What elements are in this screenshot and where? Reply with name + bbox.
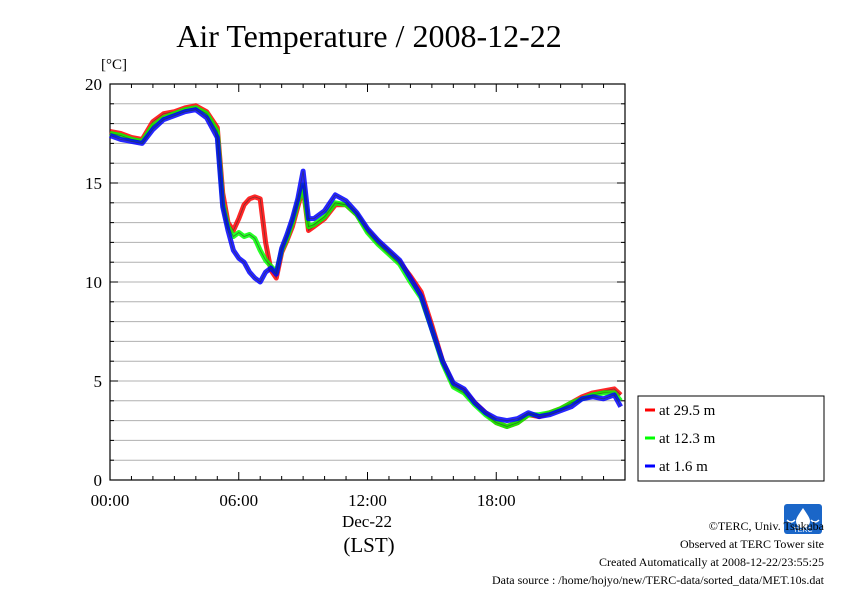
series-core-line-1 — [109, 105, 621, 427]
y-tick-label: 15 — [85, 174, 102, 193]
logo-text: TERC — [793, 527, 812, 534]
legend-label: at 29.5 m — [659, 403, 716, 419]
legend-box — [637, 395, 825, 482]
water-drop-icon — [796, 508, 810, 528]
x-axis-timezone-label: (LST) — [343, 533, 394, 557]
series-core-line-2 — [109, 107, 622, 427]
grid-lines — [110, 103, 625, 461]
legend-label: at 1.6 m — [659, 459, 708, 475]
y-tick-label: 20 — [85, 75, 102, 94]
y-tick-label: 5 — [94, 372, 103, 391]
terc-logo: TERC — [784, 504, 822, 534]
x-tick-label: 06:00 — [219, 491, 258, 510]
x-tick-label: 12:00 — [348, 491, 387, 510]
series-line-3 — [109, 107, 623, 424]
legend-label: at 12.3 m — [659, 431, 716, 447]
chart-title: Air Temperature / 2008-12-22 — [176, 18, 562, 54]
x-tick-label: 00:00 — [91, 491, 130, 510]
footer-source: Data source : /home/hojyo/new/TERC-data/… — [491, 573, 824, 587]
series-line-2 — [109, 105, 623, 429]
footer-observed: Observed at TERC Tower site — [679, 537, 824, 551]
legend: at 29.5 m at 12.3 m at 1.6 m — [637, 395, 825, 482]
series-core-line-3 — [109, 109, 622, 422]
wave-icon — [786, 519, 820, 523]
series-line-1 — [109, 103, 623, 429]
y-axis-unit-label: [°C] — [101, 57, 127, 73]
footer-created: Created Automatically at 2008-12-22/23:5… — [599, 555, 824, 569]
footer-copyright: ©TERC, Univ. Tsukuba — [708, 519, 824, 533]
x-axis-date-label: Dec-22 — [342, 512, 392, 531]
axis-ticks: 0 5 10 15 20 00:00 06:00 12:00 18:00 — [85, 75, 625, 510]
x-tick-label: 18:00 — [477, 491, 516, 510]
series-lines — [109, 103, 623, 429]
y-tick-label: 0 — [94, 471, 103, 490]
y-tick-label: 10 — [85, 273, 102, 292]
